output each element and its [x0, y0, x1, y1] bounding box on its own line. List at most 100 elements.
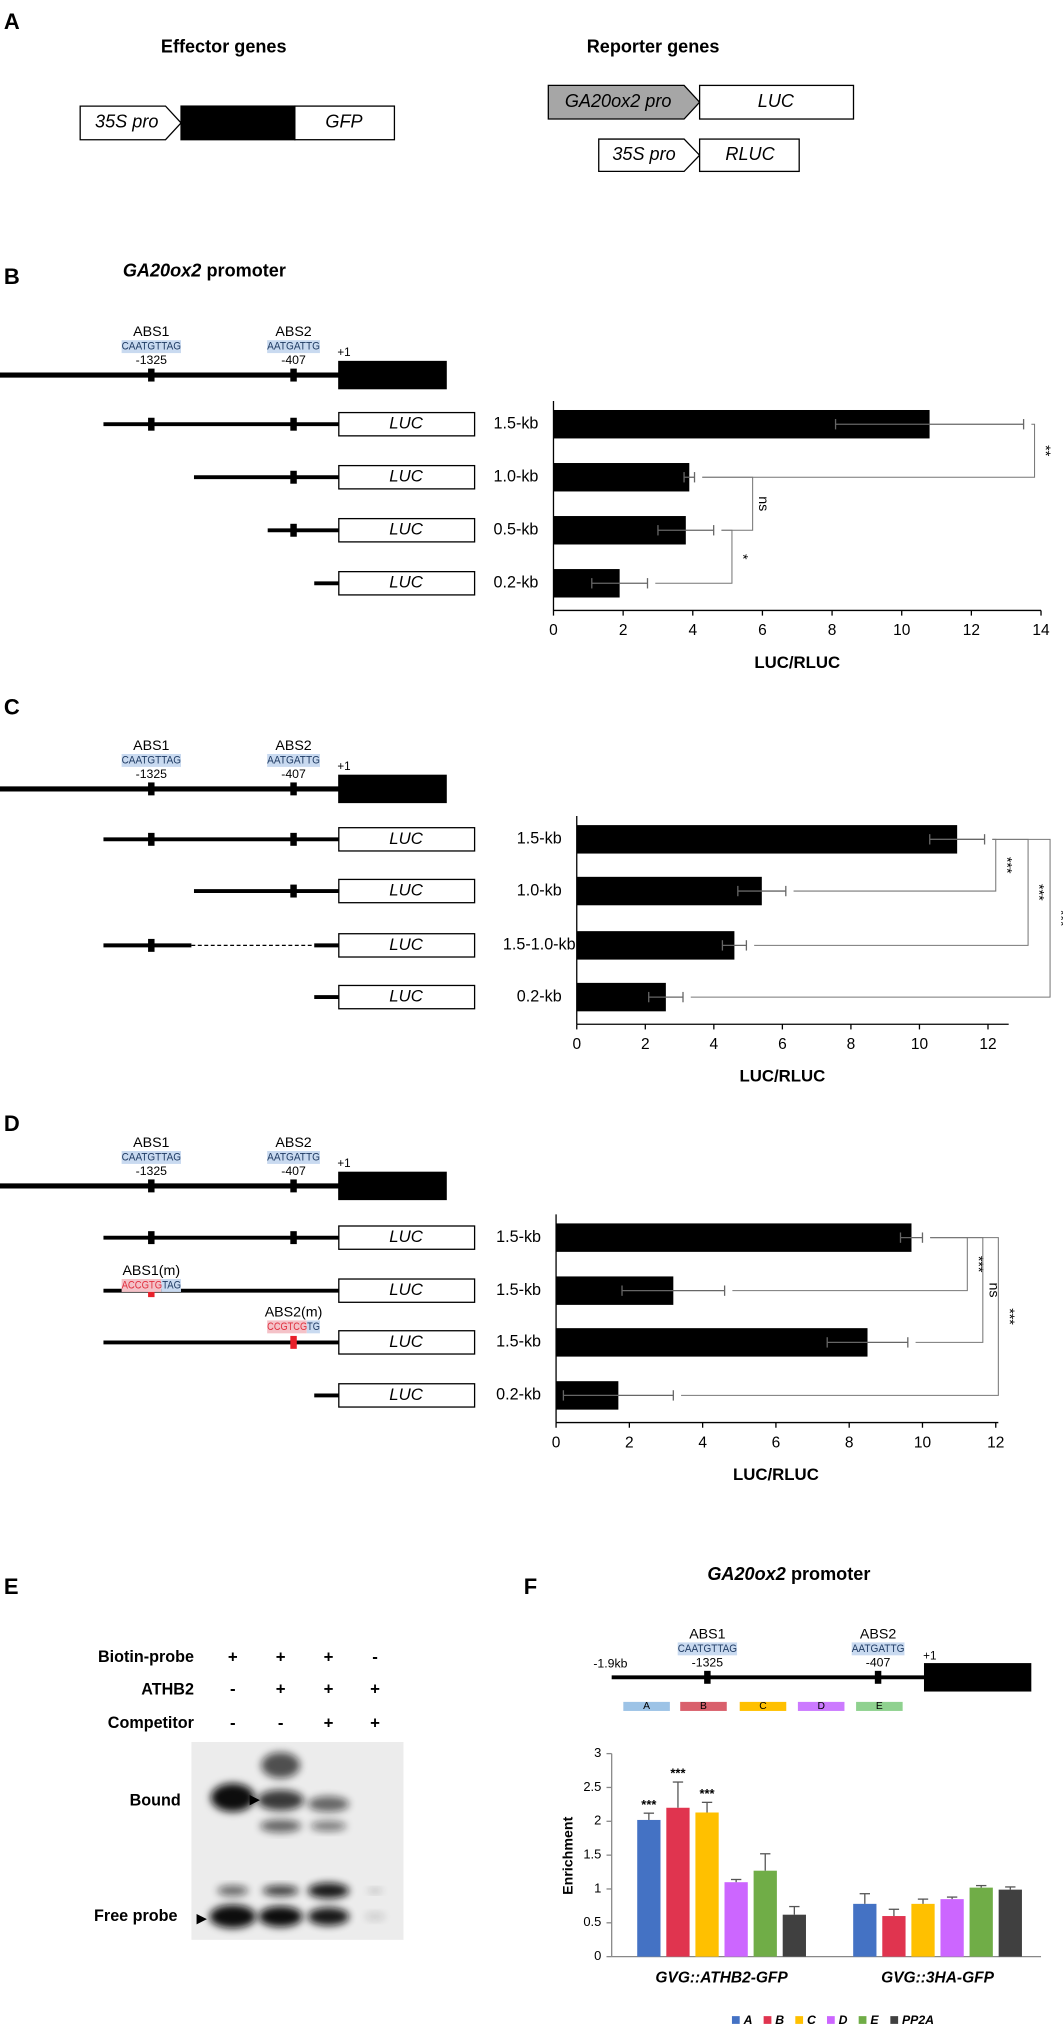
x-tick-label: 12	[963, 622, 980, 639]
gene-label: GA20ox2	[357, 778, 428, 797]
category-label: 0.2-kb	[517, 987, 562, 1005]
significance-bracket	[690, 838, 1051, 998]
y-tick-label: 2.5	[583, 1779, 601, 1794]
legend-swatch	[731, 2016, 740, 2024]
x-tick-label: 10	[893, 622, 911, 639]
significance-label: ***	[970, 1256, 986, 1273]
sequence: CAATGTTAG	[122, 754, 181, 766]
gene-box	[338, 1171, 447, 1201]
legend-swatch	[763, 2016, 772, 2024]
site-mark	[148, 1179, 155, 1193]
error-bar	[826, 1337, 909, 1348]
significance-label: ***	[998, 857, 1014, 874]
gel-row-label: ATHB2	[141, 1681, 194, 1699]
heading: Effector genes	[161, 37, 287, 57]
significance-label: ***	[1031, 884, 1047, 901]
title-text: promoter	[791, 1564, 870, 1584]
panel-label: D	[4, 1111, 20, 1136]
promoter-arrow	[79, 105, 182, 141]
x-tick-label: 6	[778, 1036, 787, 1053]
site-mark	[148, 368, 155, 382]
error-bar	[789, 1905, 800, 1915]
x-tick-label: 12	[987, 1434, 1004, 1451]
x-tick-label: 8	[847, 1036, 856, 1053]
error-bar	[760, 1853, 771, 1871]
gel-band	[307, 1907, 350, 1926]
title-gene: GA20ox2	[707, 1564, 785, 1584]
x-tick-label: 2	[641, 1036, 650, 1053]
panel-title: GA20ox2 promoter	[707, 1564, 870, 1584]
mutant-name: ABS2(m)	[265, 1304, 323, 1320]
significance-label: ns	[985, 1282, 1001, 1297]
error-bar	[701, 1801, 713, 1813]
y-axis-label: Enrichment	[561, 1816, 577, 1894]
x-tick-label: GVG::3HA-GFP	[881, 1970, 994, 1987]
error-bar	[888, 1908, 900, 1917]
construct-label: ATHB2	[208, 112, 266, 132]
error-bar	[643, 1812, 655, 1820]
sequence: CAATGTTAG	[122, 1151, 181, 1163]
region-box	[680, 1701, 727, 1711]
reporter-label: LUC	[389, 414, 423, 433]
sequence-part: CCGTCG	[267, 1321, 307, 1333]
x-tick-label: 14	[1032, 622, 1050, 639]
site-mark	[148, 832, 155, 846]
x-tick-label: 4	[688, 622, 697, 639]
gel-sign: -	[230, 1713, 236, 1732]
region-label: B	[700, 1701, 707, 1712]
region-box	[739, 1701, 787, 1711]
error-bar	[946, 1896, 958, 1900]
x-tick-label: 0	[572, 1036, 581, 1053]
sequence-part: AATGATTG	[267, 1151, 320, 1163]
x-tick-label: 2	[619, 622, 628, 639]
seq-highlight	[677, 1642, 738, 1656]
panel-label: C	[4, 695, 20, 720]
gel-sign: +	[276, 1680, 286, 1699]
seq-highlight	[851, 1642, 905, 1656]
reporter-box	[338, 827, 476, 852]
panel-label: B	[4, 264, 20, 289]
x-axis-label: LUC/RLUC	[733, 1465, 819, 1484]
seq-highlight	[267, 340, 320, 354]
panel-label: E	[4, 1574, 19, 1599]
reporter-label: LUC	[389, 935, 423, 954]
y-tick-label: 0.5	[583, 1914, 601, 1929]
site-mark	[290, 368, 297, 382]
construct-label: GA20ox2 pro	[565, 91, 672, 111]
gel-band	[307, 1796, 350, 1812]
sequence-part: CAATGTTAG	[122, 341, 181, 353]
site-mark	[704, 1670, 711, 1684]
gel-sign: +	[324, 1680, 334, 1699]
reporter-label: LUC	[389, 520, 423, 539]
reporter-box	[338, 1383, 476, 1408]
error-bar	[737, 885, 787, 897]
gel-row-label: Biotin-probe	[98, 1648, 194, 1666]
sequence-part: AATGATTG	[267, 754, 320, 766]
sequence-part: TG	[307, 1321, 320, 1333]
gel-sign: +	[370, 1680, 380, 1699]
title-gene: GA20ox2	[123, 260, 201, 280]
sequence-part: AATGATTG	[852, 1643, 905, 1655]
sequence-part: CAATGTTAG	[122, 1151, 181, 1163]
site-name: ABS2	[275, 1135, 311, 1151]
x-tick-label: 4	[698, 1434, 707, 1451]
bar	[576, 876, 762, 906]
reporter-box	[338, 464, 476, 490]
bar	[998, 1889, 1022, 1957]
site-mark	[290, 782, 297, 796]
seq-highlight	[267, 753, 320, 767]
significance-label: ***	[1053, 910, 1063, 927]
site-mark	[290, 1335, 297, 1349]
tss: +1	[337, 1157, 350, 1170]
panel-title: GA20ox2 promoter	[123, 260, 286, 280]
significance-bracket	[702, 476, 754, 531]
site-position: -1325	[136, 353, 168, 367]
region-label: E	[876, 1701, 883, 1712]
reporter-box	[338, 1278, 476, 1303]
region-label: A	[643, 1701, 650, 1712]
construct-label: 35S pro	[95, 112, 158, 132]
bar	[969, 1887, 993, 1957]
error-bar	[591, 578, 649, 589]
significance-bracket	[754, 838, 1029, 946]
category-label: 1.5-kb	[494, 414, 539, 432]
